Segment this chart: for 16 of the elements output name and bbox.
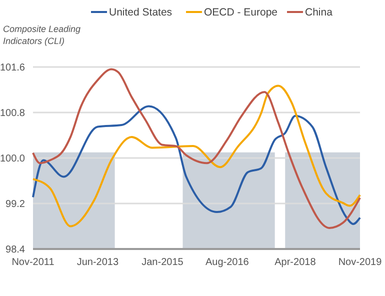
x-tick-label: Aug-2016 bbox=[205, 257, 250, 268]
y-tick-label: 100.0 bbox=[0, 154, 26, 164]
legend-label: OECD - Europe bbox=[204, 6, 278, 19]
x-tick-label: Apr-2018 bbox=[274, 257, 316, 268]
legend-label: China bbox=[305, 6, 333, 19]
x-tick-label: Jun-2013 bbox=[76, 257, 119, 268]
y-tick-label: 99.2 bbox=[6, 199, 26, 210]
y-tick-label: 100.8 bbox=[0, 108, 26, 119]
legend-label: United States bbox=[109, 6, 172, 19]
line-series bbox=[32, 105, 361, 225]
y-tick-label: 101.6 bbox=[0, 62, 26, 74]
x-tick-label: Nov-2011 bbox=[12, 257, 55, 268]
y-tick-label: 98.4 bbox=[6, 244, 26, 256]
y-axis-title: Composite Leading Indicators (CLI) bbox=[3, 24, 81, 46]
x-tick-label: Jan-2015 bbox=[142, 257, 184, 268]
x-tick-label: Nov-2019 bbox=[338, 257, 382, 268]
